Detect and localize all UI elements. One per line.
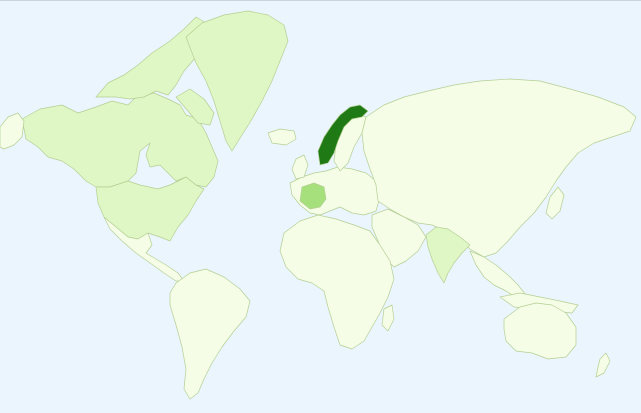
region-iceland bbox=[267, 128, 297, 146]
region-greenland[interactable] bbox=[185, 10, 289, 152]
region-united-kingdom bbox=[291, 154, 309, 180]
region-russia-asia bbox=[361, 78, 637, 258]
region-baffin-island[interactable] bbox=[175, 88, 215, 126]
region-france[interactable] bbox=[299, 182, 327, 210]
region-mexico bbox=[103, 216, 185, 282]
region-middle-east bbox=[371, 208, 427, 268]
region-africa bbox=[279, 214, 395, 350]
region-australia bbox=[503, 302, 577, 360]
region-south-america bbox=[169, 268, 251, 400]
region-norway[interactable] bbox=[317, 104, 369, 166]
region-alaska bbox=[0, 112, 25, 150]
region-japan bbox=[545, 186, 565, 220]
region-india[interactable] bbox=[425, 226, 471, 284]
region-madagascar bbox=[381, 304, 395, 332]
region-new-zealand bbox=[595, 352, 611, 378]
